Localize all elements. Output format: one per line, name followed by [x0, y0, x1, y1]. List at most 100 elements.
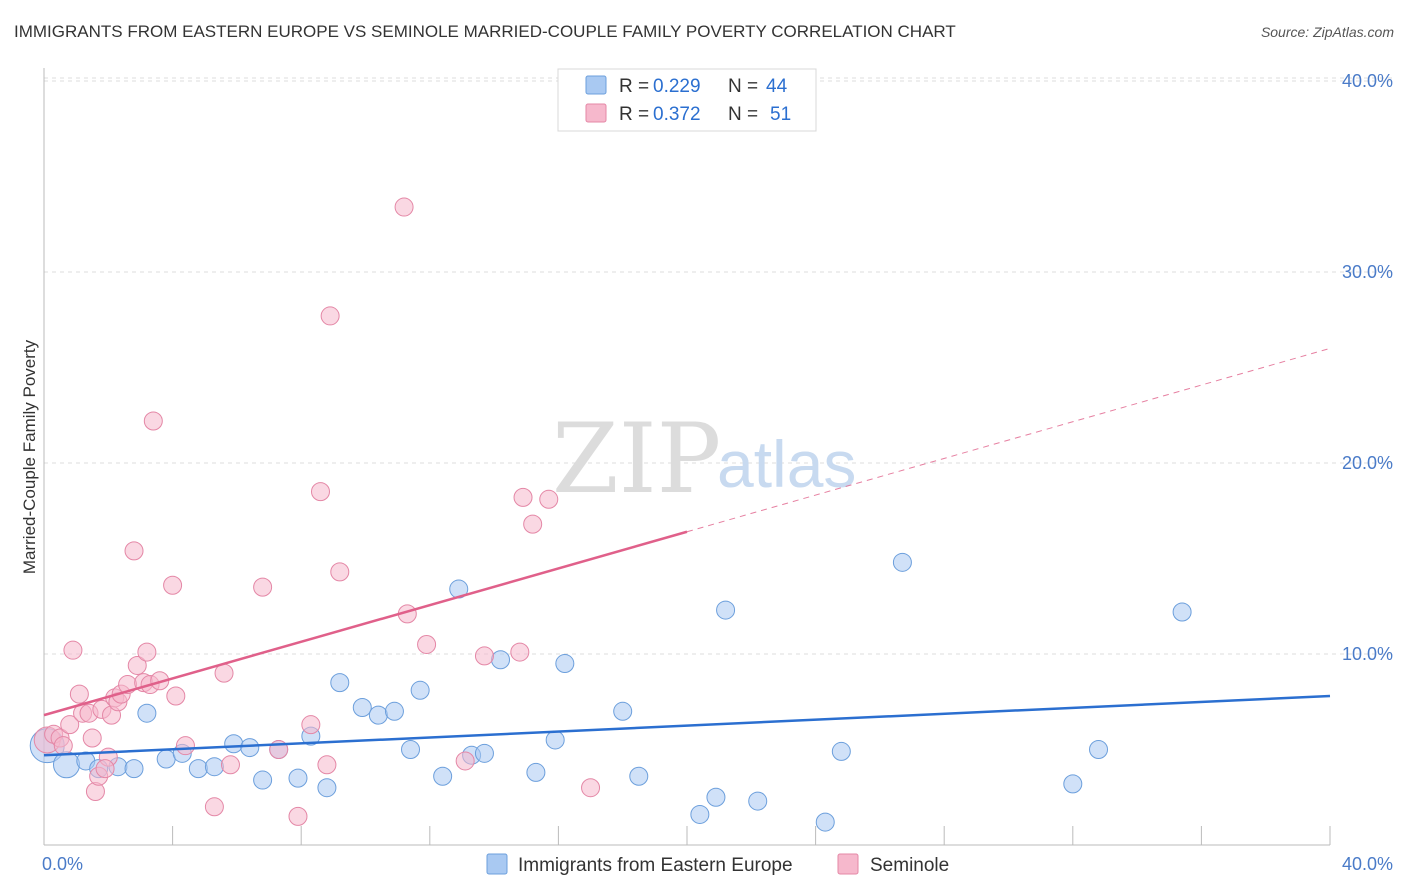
pink-data-point — [417, 634, 437, 654]
pink-data-point — [143, 411, 163, 431]
pink-data-point — [204, 797, 224, 817]
legend-r-value-2: 0.372 — [653, 104, 701, 125]
trend-lines — [43, 347, 1331, 757]
blue-data-point — [491, 650, 511, 670]
pink-data-point — [53, 736, 73, 756]
stats-legend: R = 0.229 N = 44 R = 0.372 N = 51 — [557, 68, 817, 132]
pink-data-point — [474, 646, 494, 666]
blue-data-point — [124, 759, 144, 779]
axes — [43, 68, 1331, 846]
pink-data-point — [60, 715, 80, 735]
blue-data-point — [629, 766, 649, 786]
pink-data-point — [330, 562, 350, 582]
blue-data-point — [1089, 740, 1109, 759]
blue-trend-line — [43, 694, 1331, 757]
pink-data-point — [163, 575, 183, 595]
pink-data-point — [95, 759, 115, 779]
pink-data-point — [301, 715, 321, 735]
blue-data-point — [240, 738, 260, 758]
x-tick-label: 0.0% — [42, 854, 83, 874]
blue-data-point — [831, 741, 851, 761]
blue-data-point — [137, 703, 157, 723]
legend-r-label-2: R = — [619, 104, 649, 125]
pink-data-point — [394, 197, 414, 217]
pink-data-point — [137, 642, 157, 662]
pink-data-point — [253, 577, 273, 597]
pink-data-point — [127, 655, 147, 675]
pink-data-point — [124, 541, 144, 561]
watermark-atlas: atlas — [717, 427, 856, 501]
blue-data-point — [156, 749, 176, 769]
bottom-legend-label-pink: Seminole — [870, 855, 949, 876]
tick-labels: 10.0% 20.0% 30.0% 40.0% 0.0% 40.0% — [42, 71, 1393, 874]
legend-r-value-1: 0.229 — [653, 76, 701, 97]
pink-data-point — [581, 778, 601, 798]
blue-data-point — [474, 743, 494, 763]
bottom-legend-swatch-pink — [837, 853, 859, 875]
blue-data-point — [288, 768, 308, 788]
pink-data-point — [220, 755, 240, 775]
series-legend: Immigrants from Eastern Europe Seminole — [486, 853, 949, 876]
watermark: ZIP atlas — [552, 403, 856, 515]
blue-data-point — [368, 705, 388, 725]
blue-data-point — [892, 552, 912, 572]
blue-data-point — [545, 730, 565, 750]
chart-source: Source: ZipAtlas.com — [1260, 24, 1394, 40]
legend-swatch-pink — [585, 103, 607, 123]
blue-data-point — [613, 701, 633, 721]
x-tick-label: 40.0% — [1342, 854, 1393, 874]
blue-data-point — [352, 697, 372, 717]
pink-data-point — [539, 489, 559, 509]
blue-data-point — [815, 812, 835, 832]
blue-data-point — [690, 804, 710, 824]
pink-data-point — [288, 806, 308, 826]
bottom-legend-label-blue: Immigrants from Eastern Europe — [518, 855, 793, 876]
legend-n-label-2: N = — [728, 104, 758, 125]
pink-data-point — [317, 755, 337, 775]
blue-data-point — [748, 791, 768, 811]
blue-data-point — [433, 766, 453, 786]
blue-data-point — [224, 734, 244, 754]
legend-n-label-1: N = — [728, 76, 758, 97]
pink-data-point — [513, 487, 533, 507]
pink-data-point — [175, 736, 195, 756]
y-axis-title: Married-Couple Family Poverty — [20, 339, 39, 574]
pink-data-point — [63, 640, 83, 660]
pink-data-point — [320, 306, 340, 326]
pink-data-point — [69, 684, 89, 704]
blue-data-point — [1172, 602, 1192, 622]
pink-data-point — [523, 514, 543, 534]
blue-data-point — [716, 600, 736, 620]
blue-data-point — [1063, 774, 1083, 794]
pink-data-point — [166, 686, 186, 706]
legend-n-value-2: 51 — [770, 104, 791, 125]
bottom-legend-swatch-blue — [486, 853, 508, 875]
blue-data-point — [188, 759, 208, 779]
pink-data-point — [510, 642, 530, 662]
blue-data-point — [253, 770, 273, 790]
chart-title: IMMIGRANTS FROM EASTERN EUROPE VS SEMINO… — [14, 22, 956, 41]
blue-data-point — [204, 757, 224, 777]
y-tick-label: 20.0% — [1342, 453, 1393, 473]
blue-data-point — [526, 762, 546, 782]
y-tick-label: 30.0% — [1342, 262, 1393, 282]
pink-data-point — [455, 751, 475, 771]
blue-data-point — [706, 787, 726, 807]
watermark-zip: ZIP — [552, 403, 721, 515]
legend-r-label-1: R = — [619, 76, 649, 97]
legend-swatch-blue — [585, 75, 607, 95]
blue-data-point — [401, 740, 421, 759]
pink-trend-line — [43, 530, 688, 717]
pink-trend-line-extension — [686, 347, 1331, 533]
legend-n-value-1: 44 — [766, 76, 788, 97]
blue-data-point — [410, 680, 430, 700]
blue-data-point — [330, 673, 350, 693]
data-points — [29, 197, 1192, 832]
y-tick-label: 10.0% — [1342, 644, 1393, 664]
blue-data-point — [555, 654, 575, 674]
pink-data-point — [310, 482, 330, 502]
grid-lines — [44, 77, 1392, 655]
y-tick-label: 40.0% — [1342, 71, 1393, 91]
blue-data-point — [384, 701, 404, 721]
